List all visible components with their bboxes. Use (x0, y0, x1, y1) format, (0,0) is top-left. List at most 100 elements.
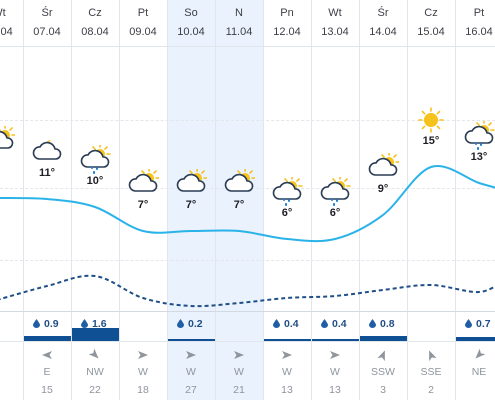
wind-divider (0, 341, 495, 342)
day-name: N (235, 7, 243, 19)
day-header[interactable]: Wt 13.04 (311, 0, 359, 46)
wind-arrow-icon (407, 348, 455, 362)
day-date: 09.04 (129, 26, 157, 38)
column-divider (23, 0, 24, 400)
column-divider (215, 0, 216, 400)
day-name: Pn (280, 7, 294, 19)
partly-cloudy-icon (223, 167, 256, 204)
wind-speed: 27 (185, 384, 197, 396)
day-date: 13.04 (321, 26, 349, 38)
column-divider (407, 0, 408, 400)
wind-direction: SSW (371, 366, 395, 378)
precip-bar (24, 335, 71, 341)
temperature-label: 9° (377, 183, 389, 195)
sun-rain-icon (79, 143, 111, 180)
grid-line (0, 120, 495, 121)
day-header[interactable]: N 11.04 (215, 0, 263, 46)
sun-icon (415, 105, 447, 140)
column-divider (311, 0, 312, 400)
column-divider (263, 0, 264, 400)
day-date: 06.04 (0, 26, 13, 38)
precip-bar (312, 338, 359, 341)
day-date: 10.04 (177, 26, 205, 38)
wind-arrow-icon (455, 348, 495, 360)
day-header[interactable]: Pt 09.04 (119, 0, 167, 46)
temperature-label: 11° (38, 167, 56, 179)
sun-rain-icon (271, 175, 303, 212)
wind-arrow-icon (215, 348, 263, 360)
sun-rain-icon (463, 119, 495, 156)
day-name: Wt (0, 7, 6, 19)
day-date: 12.04 (273, 26, 301, 38)
day-header[interactable]: Śr 07.04 (23, 0, 71, 46)
temperature-label: 6° (329, 207, 341, 219)
day-header[interactable]: Cz 15.04 (407, 0, 455, 46)
partly-cloudy-icon (127, 167, 160, 204)
precip-amount: 0.8 (369, 318, 395, 330)
wind-direction: W (330, 366, 340, 378)
temperature-label: 7° (137, 199, 149, 211)
wind-direction: W (234, 366, 244, 378)
precip-bar (456, 336, 495, 341)
day-date: 07.04 (33, 26, 61, 38)
day-header[interactable]: Wt 06.04 (0, 0, 23, 46)
partly-cloudy-icon (175, 167, 208, 204)
wind-speed: 18 (137, 384, 149, 396)
wind-speed: 3 (380, 384, 386, 396)
precip-bar (360, 336, 407, 341)
precip-amount: 0.4 (273, 318, 299, 330)
precip-value: 0.7 (476, 318, 491, 330)
day-header[interactable]: So 10.04 (167, 0, 215, 46)
precip-divider (0, 311, 495, 312)
day-date: 11.04 (225, 26, 253, 38)
day-date: 14.04 (369, 26, 397, 38)
day-name: Pt (473, 7, 485, 19)
partly-cloudy-icon (367, 151, 400, 188)
temperature-label: 7° (185, 199, 197, 211)
grid-line (0, 260, 495, 261)
day-header[interactable]: Pn 12.04 (263, 0, 311, 46)
precip-value: 0.9 (44, 318, 59, 330)
precip-amount: 1.6 (81, 318, 107, 330)
precip-value: 0.4 (332, 318, 347, 330)
day-header[interactable]: Śr 14.04 (359, 0, 407, 46)
temperature-label: 15° (422, 135, 440, 147)
day-name: Cz (88, 7, 102, 19)
max-temp-line (0, 165, 495, 243)
precip-bar (72, 328, 119, 341)
wind-direction: NW (86, 366, 104, 378)
day-name: Cz (424, 7, 438, 19)
precip-amount: 0.4 (321, 318, 347, 330)
min-temp-line (0, 274, 495, 308)
wind-arrow-icon (311, 348, 359, 360)
wind-arrow-icon (71, 348, 119, 360)
wind-direction: W (186, 366, 196, 378)
wind-speed: 13 (329, 384, 341, 396)
wind-arrow-icon (263, 348, 311, 360)
day-date: 16.04 (465, 26, 493, 38)
wind-direction: SSE (420, 366, 442, 378)
wind-speed: 15 (41, 384, 53, 396)
column-divider (359, 0, 360, 400)
precip-amount: 0.7 (465, 318, 491, 330)
temperature-label: 13° (470, 151, 488, 163)
wind-speed: 21 (233, 384, 245, 396)
wind-speed: 22 (89, 384, 101, 396)
day-name: Śr (377, 7, 389, 19)
day-header[interactable]: Pt 16.04 (455, 0, 495, 46)
day-name: Wt (328, 7, 342, 19)
temperature-label: 10° (86, 175, 104, 187)
sun-rain-icon (319, 175, 351, 212)
wind-speed: 2 (428, 384, 434, 396)
wind-arrow-icon (167, 348, 215, 360)
precip-amount: 0.2 (177, 318, 203, 330)
temperature-label: 6° (281, 207, 293, 219)
precip-value: 1.6 (92, 318, 107, 330)
wind-direction: NE (471, 366, 487, 378)
temperature-label: 7° (233, 199, 245, 211)
day-name: Pt (137, 7, 149, 19)
day-header[interactable]: Cz 08.04 (71, 0, 119, 46)
wind-direction: W (282, 366, 292, 378)
